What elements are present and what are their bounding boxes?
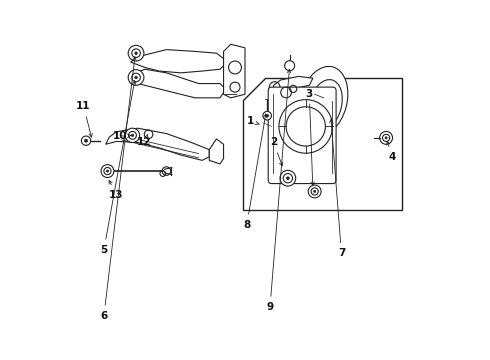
Ellipse shape bbox=[309, 80, 343, 130]
Text: 4: 4 bbox=[387, 141, 396, 162]
Polygon shape bbox=[304, 123, 323, 137]
Circle shape bbox=[287, 177, 289, 180]
Polygon shape bbox=[131, 50, 223, 73]
Text: 1: 1 bbox=[247, 116, 259, 126]
Circle shape bbox=[128, 69, 144, 85]
Circle shape bbox=[308, 185, 321, 198]
Text: 6: 6 bbox=[100, 57, 136, 321]
Circle shape bbox=[132, 73, 140, 82]
Text: 3: 3 bbox=[306, 89, 314, 185]
Circle shape bbox=[104, 167, 111, 175]
Circle shape bbox=[283, 174, 293, 183]
Text: 10: 10 bbox=[113, 131, 131, 141]
Text: 11: 11 bbox=[76, 102, 92, 137]
Circle shape bbox=[101, 165, 114, 177]
Polygon shape bbox=[106, 128, 209, 160]
Circle shape bbox=[81, 136, 91, 145]
Circle shape bbox=[128, 131, 136, 139]
Circle shape bbox=[380, 131, 392, 144]
Polygon shape bbox=[209, 139, 223, 164]
Circle shape bbox=[125, 128, 140, 143]
Circle shape bbox=[135, 76, 137, 79]
Polygon shape bbox=[243, 78, 402, 210]
Circle shape bbox=[280, 170, 296, 186]
Circle shape bbox=[132, 49, 140, 58]
Polygon shape bbox=[223, 44, 245, 98]
Text: 8: 8 bbox=[243, 114, 267, 230]
Circle shape bbox=[286, 107, 325, 146]
FancyBboxPatch shape bbox=[268, 87, 336, 184]
Circle shape bbox=[106, 170, 109, 172]
Circle shape bbox=[128, 45, 144, 61]
Circle shape bbox=[383, 134, 390, 141]
Circle shape bbox=[135, 52, 137, 54]
Text: 12: 12 bbox=[137, 134, 151, 147]
Circle shape bbox=[266, 114, 269, 117]
Text: 2: 2 bbox=[270, 138, 283, 166]
Polygon shape bbox=[273, 76, 313, 89]
Circle shape bbox=[84, 139, 88, 142]
Circle shape bbox=[279, 100, 333, 153]
Circle shape bbox=[314, 190, 316, 193]
Text: 13: 13 bbox=[109, 180, 123, 200]
Text: 9: 9 bbox=[267, 69, 291, 312]
Ellipse shape bbox=[299, 66, 348, 136]
Circle shape bbox=[385, 137, 387, 139]
Text: 5: 5 bbox=[100, 81, 136, 255]
Circle shape bbox=[263, 111, 271, 120]
Circle shape bbox=[131, 134, 134, 136]
Circle shape bbox=[311, 188, 318, 195]
Text: 7: 7 bbox=[330, 120, 345, 258]
Polygon shape bbox=[131, 69, 223, 98]
